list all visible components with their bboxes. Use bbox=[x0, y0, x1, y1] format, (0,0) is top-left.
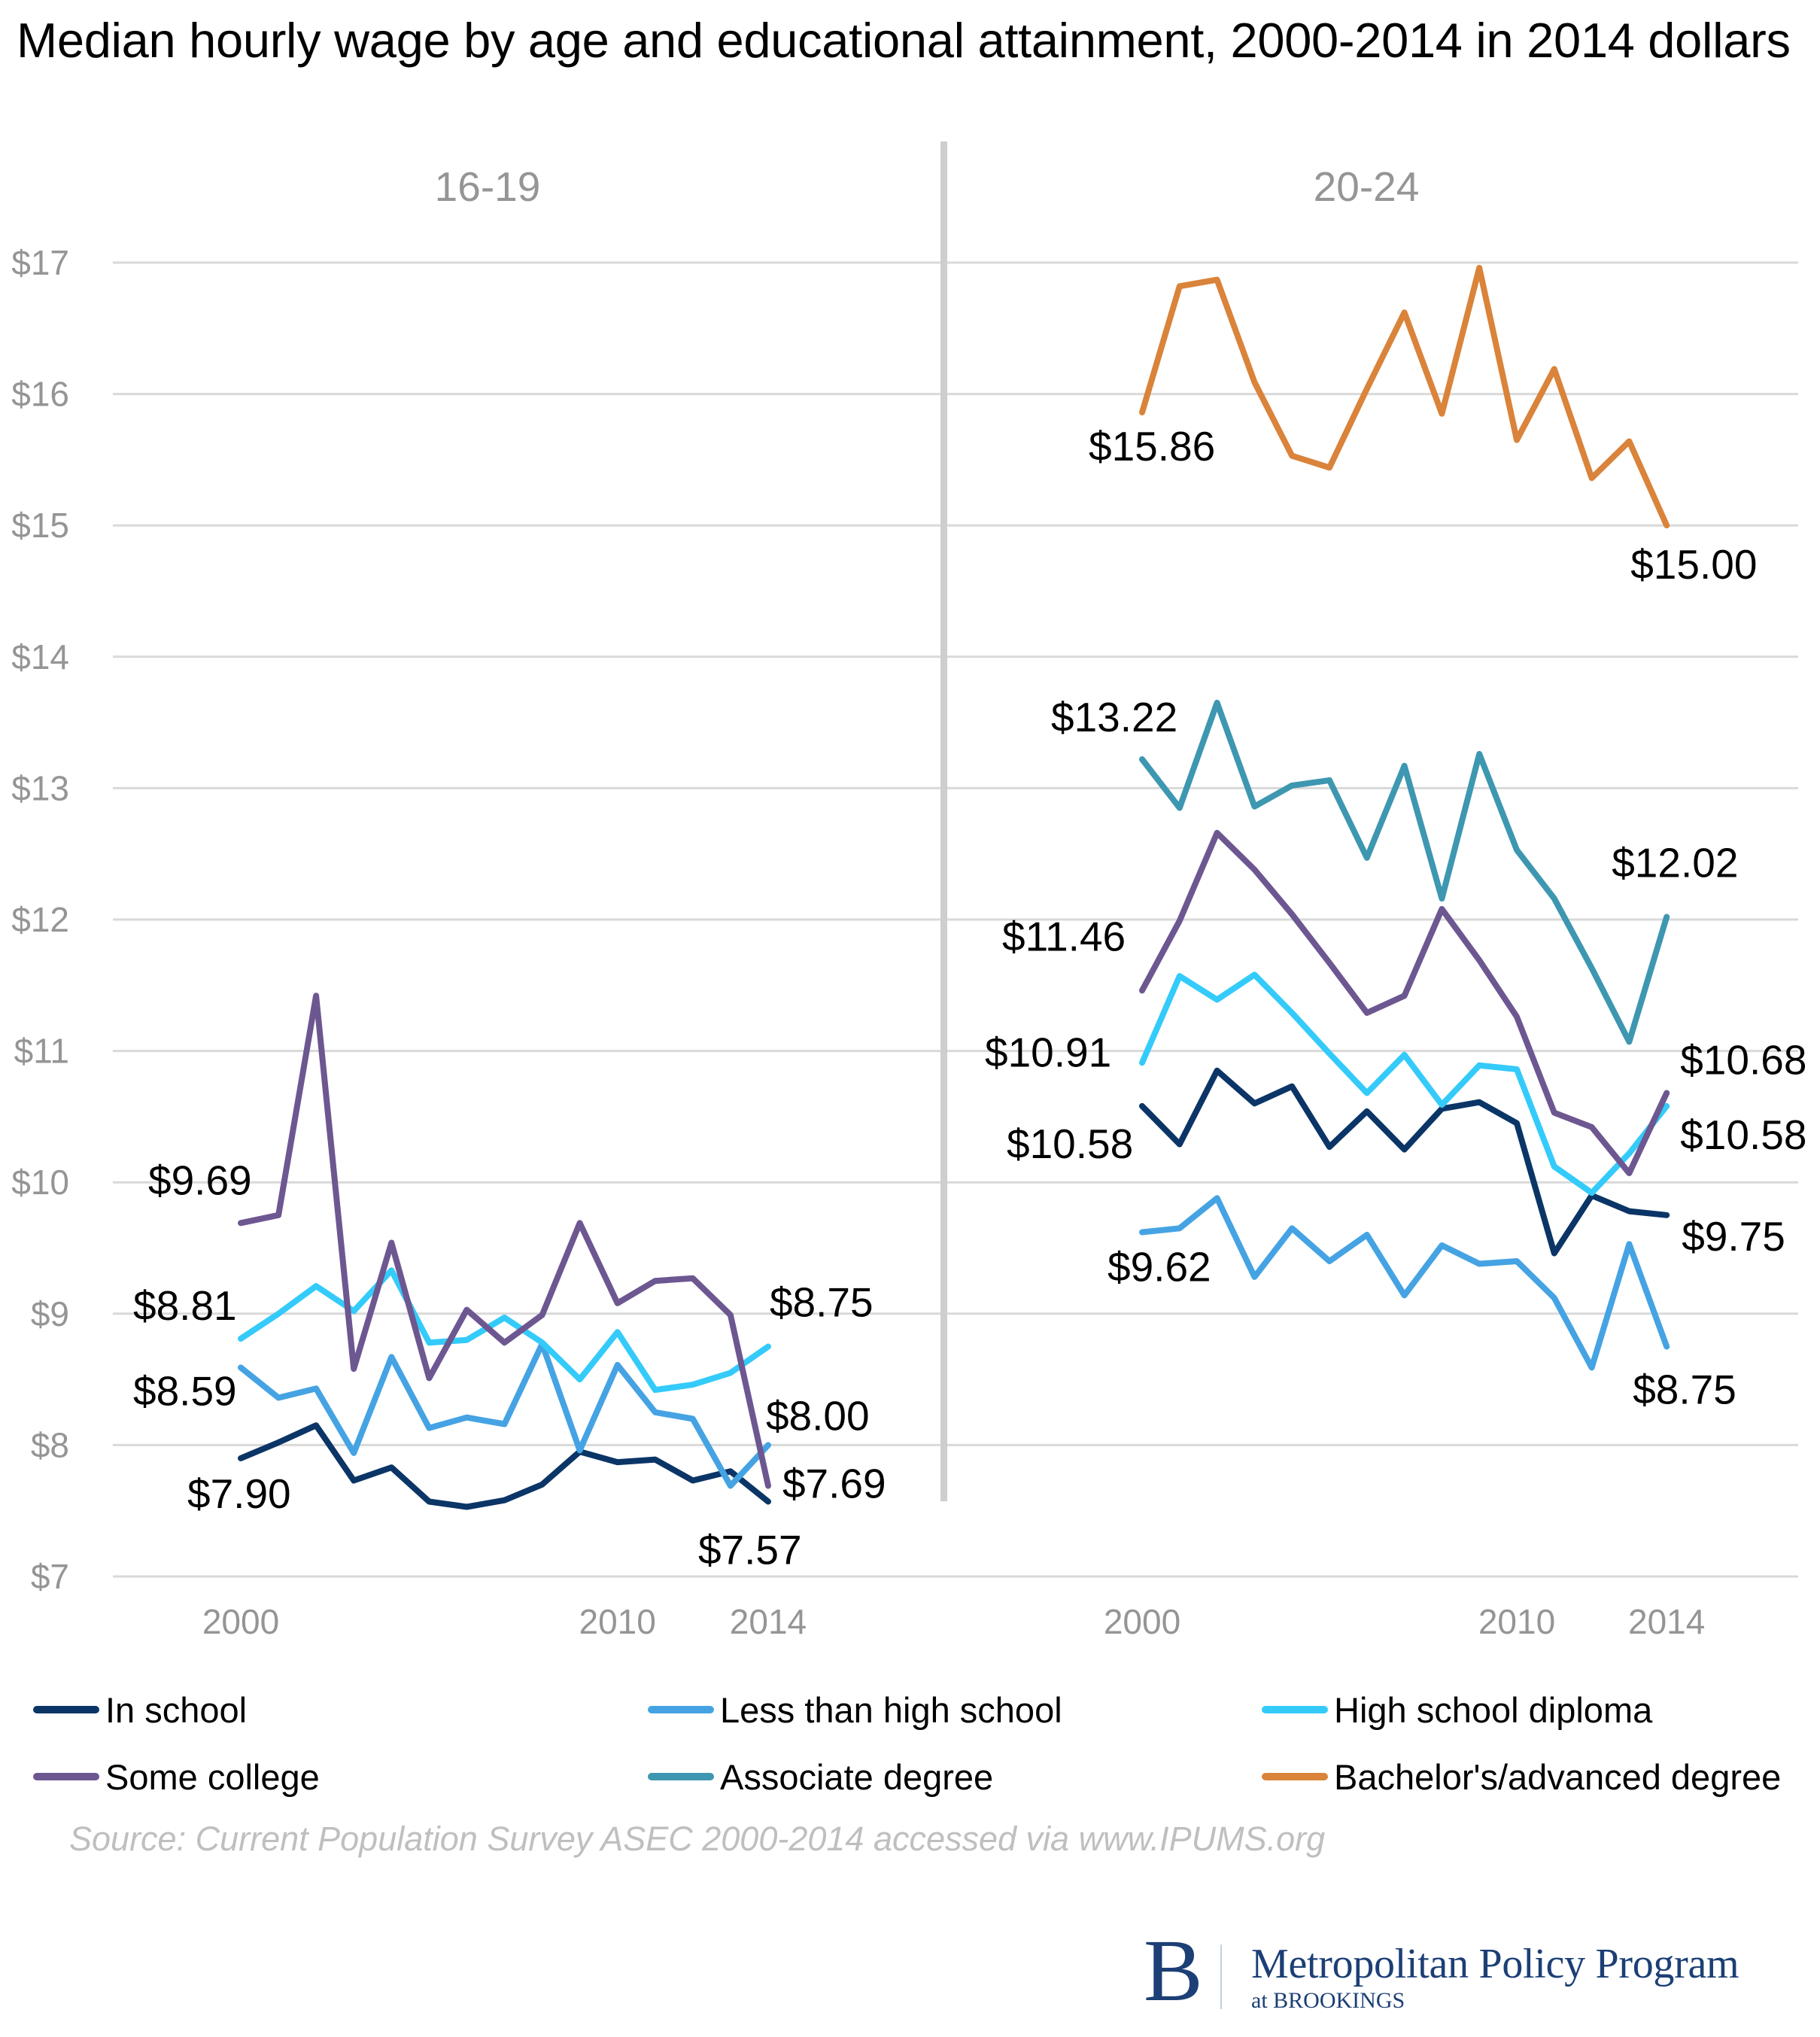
series-line-in-school bbox=[238, 1422, 771, 1510]
x-tick-label: 2010 bbox=[579, 1602, 656, 1641]
legend-swatch-less-than-high-school bbox=[648, 1706, 714, 1713]
series-line-hs bbox=[1139, 971, 1670, 1196]
y-tick-label: $11 bbox=[14, 1032, 69, 1071]
legend-swatch-in-school bbox=[33, 1706, 99, 1713]
legend-item-associate-degree: Associate degree bbox=[648, 1754, 993, 1799]
data-label: $10.58 bbox=[1007, 1120, 1133, 1167]
data-label: $8.59 bbox=[133, 1367, 237, 1414]
data-label: $8.00 bbox=[766, 1392, 870, 1439]
data-label: $8.81 bbox=[133, 1282, 237, 1329]
x-tick-label: 2000 bbox=[202, 1602, 279, 1641]
data-labels: $9.69 $8.81 $8.59 $7.90 $8.75 $8.00 $7.69 $7.57… bbox=[133, 423, 1806, 1573]
legend-swatch-high-school-diploma bbox=[1262, 1706, 1328, 1713]
data-label: $9.69 bbox=[148, 1157, 252, 1203]
y-tick-label: $8 bbox=[31, 1425, 69, 1464]
data-label: $13.22 bbox=[1051, 694, 1177, 740]
data-label: $10.68 bbox=[1680, 1036, 1806, 1083]
logo-program-name: Metropolitan Policy Program bbox=[1251, 1941, 1739, 1987]
series-line-hs bbox=[238, 1267, 771, 1394]
y-tick-label: $13 bbox=[11, 768, 69, 807]
data-label: $7.90 bbox=[187, 1470, 291, 1517]
series-line-bachelor bbox=[1139, 265, 1670, 529]
x-tick-label: 2010 bbox=[1478, 1602, 1555, 1641]
y-tick-label: $16 bbox=[11, 375, 69, 414]
legend-swatch-some-college bbox=[33, 1773, 99, 1780]
gridlines bbox=[113, 261, 1798, 1578]
data-label: $8.75 bbox=[1633, 1366, 1736, 1412]
y-tick-label: $15 bbox=[11, 506, 69, 545]
x-tick-label: 2014 bbox=[1628, 1602, 1705, 1641]
y-tick-label: $12 bbox=[11, 900, 69, 939]
legend-label: Some college bbox=[105, 1756, 320, 1797]
legend-swatch-associate-degree bbox=[648, 1773, 714, 1780]
source-note: Source: Current Population Survey ASEC 2… bbox=[69, 1820, 1326, 1858]
legend-item-bachelors-advanced-degree: Bachelor's/advanced degree bbox=[1262, 1754, 1781, 1799]
legend-label: Bachelor's/advanced degree bbox=[1334, 1756, 1782, 1797]
x-tick-label: 2014 bbox=[730, 1602, 807, 1641]
data-label: $15.00 bbox=[1630, 541, 1757, 588]
panel-label: 20-24 bbox=[1314, 163, 1420, 210]
y-tick-label: $7 bbox=[31, 1557, 69, 1596]
x-tick-label: 2000 bbox=[1104, 1602, 1180, 1641]
data-label: $7.57 bbox=[698, 1526, 802, 1573]
legend-item-in-school: In school bbox=[33, 1687, 247, 1732]
data-label: $7.69 bbox=[782, 1461, 886, 1507]
panel-labels: 16-19 20-24 bbox=[435, 163, 1420, 210]
legend-label: High school diploma bbox=[1334, 1689, 1653, 1730]
legend-label: Associate degree bbox=[720, 1756, 994, 1797]
panel-divider bbox=[940, 141, 947, 1501]
series-line-in-school bbox=[1139, 1067, 1670, 1257]
y-tick-label: $17 bbox=[11, 243, 69, 282]
panel-label: 16-19 bbox=[435, 163, 541, 210]
y-tick-label: $14 bbox=[11, 637, 69, 676]
data-label: $12.02 bbox=[1612, 840, 1738, 886]
series-line-some-college bbox=[238, 993, 771, 1489]
logo-subtitle: at BROOKINGS bbox=[1251, 1988, 1405, 2013]
data-label: $9.62 bbox=[1107, 1244, 1211, 1291]
legend-item-high-school-diploma: High school diploma bbox=[1262, 1687, 1652, 1732]
data-label: $9.75 bbox=[1682, 1213, 1785, 1260]
legend-swatch-bachelors-advanced-degree bbox=[1262, 1773, 1328, 1780]
series-line-less-hs bbox=[1139, 1195, 1670, 1371]
legend-label: In school bbox=[105, 1689, 248, 1730]
data-label: $10.58 bbox=[1680, 1111, 1806, 1158]
series-line-associate bbox=[1139, 699, 1670, 1045]
y-tick-label: $10 bbox=[11, 1163, 69, 1202]
brookings-b-mark-icon: B bbox=[1144, 1921, 1203, 2020]
chart-title: Median hourly wage by age and educationa… bbox=[17, 13, 1791, 68]
series-line-less-hs bbox=[238, 1341, 771, 1489]
data-label: $8.75 bbox=[770, 1278, 874, 1325]
legend-item-some-college: Some college bbox=[33, 1754, 320, 1799]
data-label: $11.46 bbox=[1002, 913, 1126, 959]
y-axis: $7 $8 $9 $10 $11 $12 $13 $14 $15 $16 $17 bbox=[11, 243, 69, 1596]
series-line-some-college bbox=[1139, 829, 1670, 1176]
legend-item-less-than-high-school: Less than high school bbox=[648, 1687, 1062, 1732]
series-lines bbox=[238, 265, 1670, 1510]
logo-divider bbox=[1220, 1944, 1222, 2009]
data-label: $15.86 bbox=[1089, 423, 1215, 470]
x-axis: 2000 2010 2014 2000 2010 2014 bbox=[202, 1602, 1706, 1641]
y-tick-label: $9 bbox=[31, 1294, 69, 1333]
data-label: $10.91 bbox=[985, 1029, 1111, 1075]
legend-label: Less than high school bbox=[720, 1689, 1062, 1730]
